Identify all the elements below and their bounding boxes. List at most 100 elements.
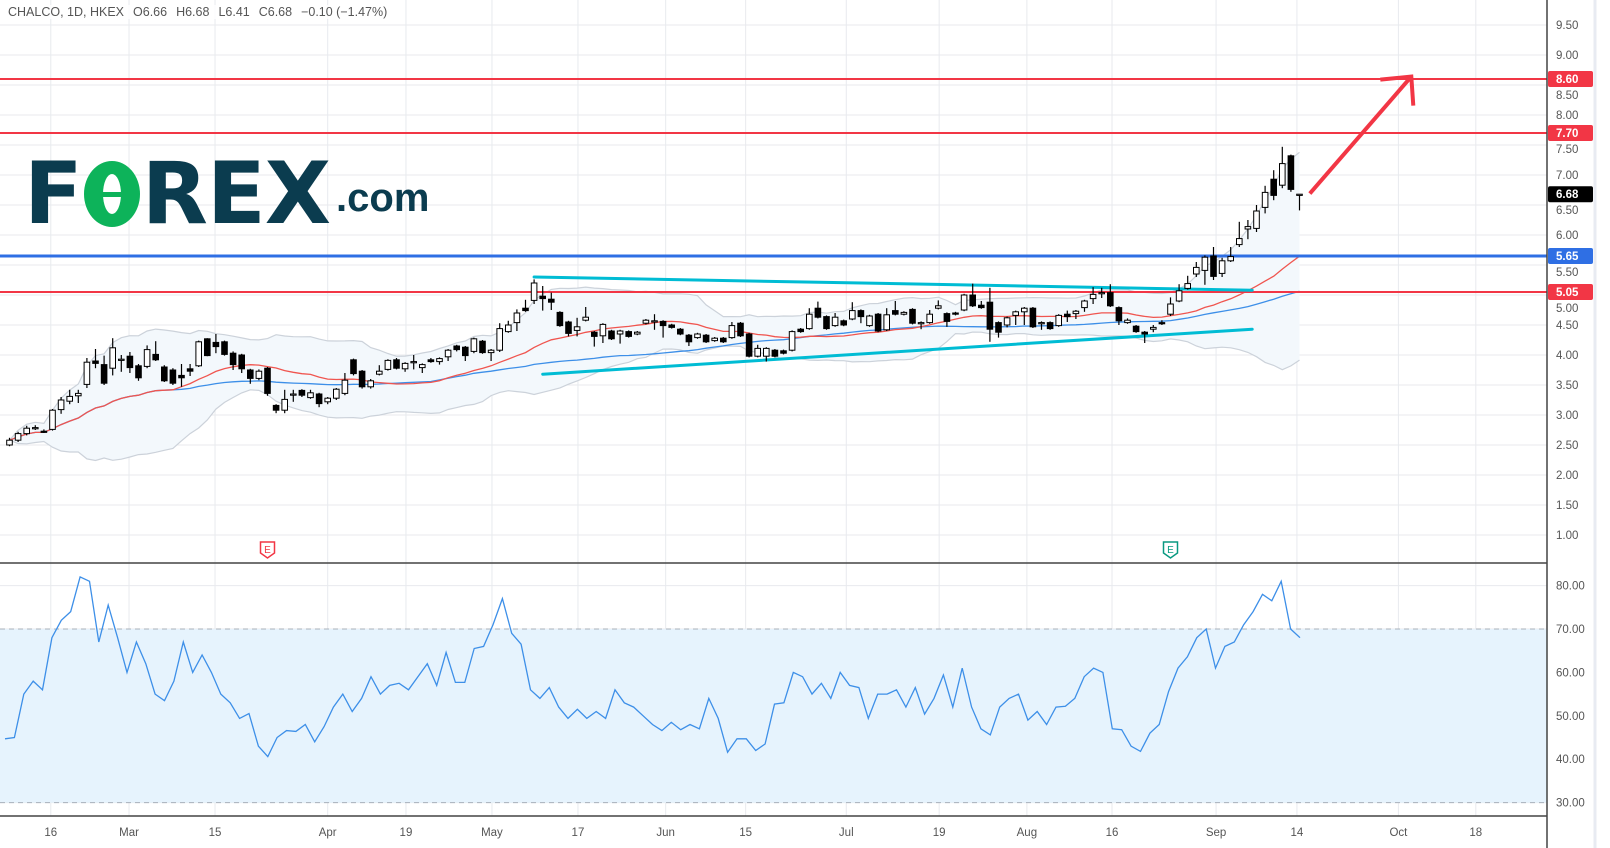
price-tick-label: 2.50 [1556, 440, 1578, 452]
candle [737, 322, 744, 337]
candle [143, 345, 151, 369]
candle [204, 338, 211, 357]
badge-bg [1548, 186, 1593, 203]
candle-body-down [264, 367, 271, 394]
candle-body-down [677, 328, 684, 335]
candle-body-up [290, 393, 297, 396]
time-tick-label: 16 [44, 827, 57, 839]
candle-body-down [591, 331, 598, 337]
badge-label: 7.70 [1556, 128, 1578, 140]
candle-body-up [75, 392, 82, 397]
price-tick-label: 6.50 [1556, 205, 1578, 217]
candle-body-down [1115, 307, 1123, 322]
candle [1193, 262, 1200, 277]
candle [152, 341, 159, 361]
candle-body-down [1107, 292, 1114, 307]
candle [479, 340, 486, 354]
price-tick-label: 2.00 [1556, 470, 1578, 482]
earnings-event-marker[interactable]: E [1162, 541, 1179, 559]
earnings-event-marker[interactable]: E [259, 541, 276, 559]
candle-body-down [608, 330, 615, 340]
candle [118, 355, 125, 372]
candle [685, 334, 693, 346]
time-tick-label: Mar [119, 827, 139, 839]
candle-body-up [849, 310, 856, 320]
candle [702, 334, 710, 343]
rsi-pane [0, 562, 1547, 804]
candle [806, 308, 813, 330]
candle-body-down [720, 337, 727, 343]
candle-body-down [161, 366, 168, 382]
candle-body-down [204, 338, 211, 357]
candle [677, 328, 684, 336]
time-tick-label: May [481, 827, 503, 839]
candle [358, 370, 366, 389]
candle [1270, 170, 1278, 201]
price-tick-label: 3.00 [1556, 410, 1578, 422]
candle [1184, 275, 1192, 290]
candle [978, 301, 985, 309]
candle [1150, 325, 1157, 333]
earnings-badge-icon [1162, 541, 1179, 559]
price-tick-label: 4.50 [1556, 320, 1578, 332]
candle [823, 315, 830, 330]
candle [1210, 247, 1217, 280]
candle-body-up [487, 349, 495, 354]
candle [1261, 185, 1269, 214]
candle-body-down [212, 341, 220, 348]
price-tick-label: 8.00 [1556, 110, 1578, 122]
candle-body-up [513, 312, 521, 324]
symbol-label[interactable]: CHALCO, 1D, HKEX [8, 5, 125, 19]
price-tick-label: 9.00 [1556, 50, 1578, 62]
candle-body-up [711, 337, 719, 342]
candle-body-up [573, 326, 581, 331]
candle-body-up [883, 314, 891, 331]
candle [943, 312, 951, 327]
candle-body-down [1270, 178, 1278, 196]
candle-body-up [728, 325, 736, 339]
candle-body-up [754, 347, 762, 357]
candle [892, 301, 899, 316]
candle [565, 320, 572, 337]
candle-body-up [307, 392, 314, 399]
badge-label: 5.65 [1556, 251, 1579, 263]
price-axis-bg [1547, 0, 1610, 848]
time-tick-label: 15 [209, 827, 222, 839]
candle-body-down [1210, 255, 1217, 277]
candle-body-up [935, 305, 942, 309]
time-tick-label: 19 [933, 827, 946, 839]
candle [40, 429, 48, 433]
candle [960, 293, 968, 312]
candle-body-up [57, 399, 65, 411]
candle [857, 309, 865, 324]
candle [410, 355, 417, 370]
candle [178, 364, 185, 387]
candle-body-down [92, 360, 99, 364]
earnings-badge-icon [259, 541, 276, 559]
time-tick-label: Jul [839, 827, 854, 839]
candle [109, 338, 117, 376]
candle-body-up [1261, 191, 1269, 208]
candle-body-down [814, 307, 822, 318]
price-tick-label: 5.00 [1556, 303, 1578, 315]
rsi-tick-label: 60.00 [1556, 667, 1585, 679]
candle-body-up [6, 439, 13, 446]
candle [634, 331, 641, 336]
earnings-label: E [264, 545, 271, 556]
price-tick-label: 7.50 [1556, 144, 1578, 156]
candle-body-down [358, 370, 366, 388]
time-tick-label: 18 [1469, 827, 1482, 839]
candle-body-down [221, 341, 228, 355]
trendline[interactable] [541, 327, 1254, 376]
candle-body-down [978, 304, 985, 309]
candle-body-down [1046, 322, 1054, 330]
candle-body-down [857, 310, 865, 318]
candle [444, 349, 452, 361]
candle-body-down [186, 368, 194, 372]
candle-body-down [745, 333, 753, 357]
badge-label: 5.05 [1556, 287, 1579, 299]
trendline[interactable] [532, 275, 1254, 292]
candle [1124, 318, 1131, 324]
candle-body-down [539, 295, 547, 300]
